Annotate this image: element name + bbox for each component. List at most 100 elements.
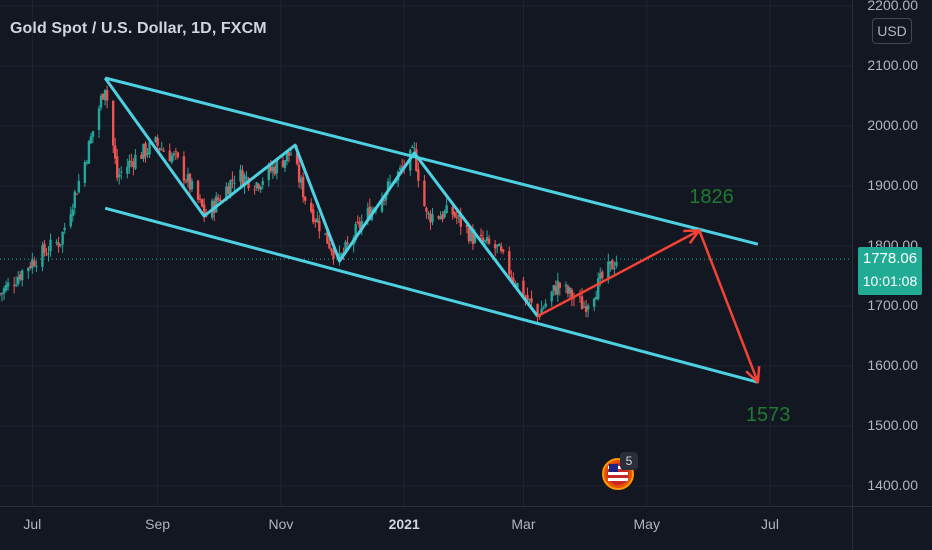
price-tick-label: 1700.00: [867, 297, 918, 313]
candle-body-129: [360, 221, 363, 229]
candle-body-200: [564, 284, 568, 287]
currency-button[interactable]: USD: [872, 18, 912, 44]
candle-body-112: [314, 220, 317, 222]
candle-body-18: [47, 253, 50, 255]
candle-body-138: [386, 181, 390, 191]
candle-body-118: [330, 248, 333, 252]
candle-body-124: [346, 242, 349, 244]
candle-body-19: [49, 239, 52, 252]
candle-body-164: [459, 212, 462, 227]
candle-body-150: [423, 180, 426, 207]
candle-body-12: [31, 259, 34, 269]
candle-body-174: [487, 238, 491, 244]
candle-body-182: [512, 277, 515, 283]
candle-body-36: [99, 95, 103, 108]
candle-body-100: [281, 160, 285, 168]
candle-body-159: [445, 205, 448, 214]
candle-body-211: [594, 296, 598, 300]
candle-body-34: [91, 131, 95, 137]
candle-body-127: [356, 221, 359, 223]
candle-body-92: [257, 184, 260, 189]
bar-countdown: 10:01:08: [862, 273, 918, 289]
candle-body-148: [415, 149, 418, 171]
candle-body-48: [132, 161, 135, 168]
candle-body-111: [312, 209, 315, 223]
candle-body-158: [443, 211, 446, 218]
candle-body-95: [267, 165, 270, 181]
candle-body-217: [611, 260, 614, 270]
candle-body-139: [388, 182, 392, 184]
candle-body-196: [552, 285, 555, 291]
candle-body-4: [6, 282, 10, 287]
events-badge[interactable]: 5: [600, 450, 644, 494]
candle-body-46: [128, 160, 131, 168]
candle-body-64: [176, 152, 180, 158]
candle-body-201: [566, 286, 570, 294]
candle-body-84: [233, 182, 236, 184]
candle-body-199: [558, 282, 562, 288]
candle-body-197: [554, 286, 557, 295]
time-tick-label: Jul: [761, 516, 779, 532]
candle-body-24: [63, 227, 66, 231]
candle-body-168: [471, 229, 475, 245]
candle-body-31: [85, 162, 89, 164]
candle-body-72: [200, 199, 204, 207]
candle-body-70: [196, 180, 200, 200]
candle-body-114: [318, 220, 321, 232]
candle-body-205: [578, 296, 582, 298]
candle-body-55: [154, 136, 157, 142]
candle-body-33: [89, 136, 93, 144]
candle-body-1: [0, 292, 4, 295]
price-tick-label: 2200.00: [867, 0, 918, 13]
candle-body-7: [16, 276, 20, 285]
candle-body-189: [530, 298, 533, 303]
candle-body-30: [83, 162, 87, 183]
candle-body-152: [427, 212, 430, 215]
candle-body-15: [41, 245, 44, 267]
candle-body-212: [597, 278, 600, 299]
candle-body-71: [198, 198, 202, 200]
candle-body-11: [29, 265, 32, 268]
candle-body-82: [229, 180, 232, 197]
candle-body-98: [273, 166, 277, 175]
candle-body-162: [455, 217, 458, 219]
candle-body-176: [495, 244, 499, 247]
candle-body-61: [170, 155, 173, 163]
candle-body-8: [19, 274, 22, 280]
time-tick-label: Mar: [511, 516, 536, 532]
candle-body-171: [481, 237, 485, 243]
candle-body-73: [202, 204, 206, 215]
candle-body-88: [245, 176, 248, 178]
candle-body-203: [570, 290, 574, 300]
candle-body-206: [580, 296, 584, 310]
candle-body-108: [301, 177, 305, 198]
candle-body-128: [358, 221, 361, 228]
wave-zigzag-line: [103, 77, 539, 318]
candle-body-172: [483, 240, 487, 242]
candle-body-50: [140, 154, 143, 159]
candle-body-22: [59, 244, 62, 246]
candle-body-44: [120, 171, 123, 173]
candle-body-2: [2, 288, 6, 294]
candle-body-216: [609, 261, 612, 264]
candle-body-90: [253, 189, 256, 191]
candle-body-17: [45, 254, 48, 256]
candle-body-32: [87, 141, 91, 164]
candle-body-62: [172, 153, 176, 156]
time-tick-label: 2021: [388, 516, 420, 532]
candle-body-38: [103, 89, 107, 101]
candle-body-21: [57, 242, 60, 247]
candle-body-37: [101, 93, 105, 100]
candle-body-109: [303, 196, 307, 201]
candle-body-140: [394, 181, 398, 183]
candle-body-193: [542, 307, 545, 309]
candle-body-146: [411, 147, 414, 149]
target-annotation-1826: 1826: [689, 186, 734, 209]
candle-body-57: [158, 148, 161, 151]
candle-body-6: [14, 284, 18, 286]
candle-body-169: [473, 235, 477, 243]
candle-body-51: [142, 143, 145, 159]
candle-body-163: [457, 215, 460, 217]
candle-body-60: [168, 150, 171, 162]
